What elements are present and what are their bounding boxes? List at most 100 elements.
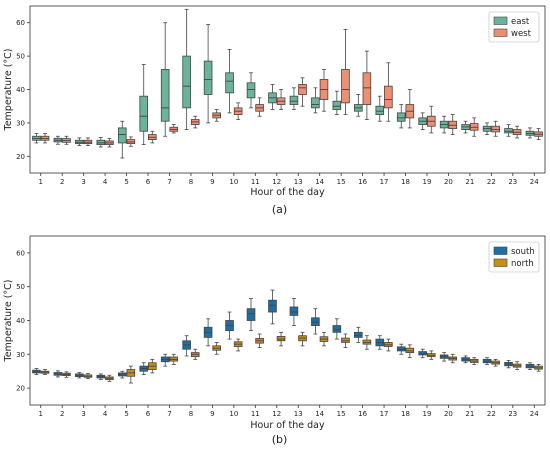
box-north-18 xyxy=(405,344,415,359)
x-tick-label: 20 xyxy=(444,178,453,186)
y-tick-label: 50 xyxy=(16,283,25,291)
y-tick-label: 40 xyxy=(16,86,25,94)
legend-label: west xyxy=(511,29,532,39)
box-east-3 xyxy=(75,137,84,147)
x-tick-label: 18 xyxy=(401,178,410,186)
x-tick-label: 21 xyxy=(465,178,474,186)
x-tick-label: 24 xyxy=(530,178,539,186)
x-tick-label: 23 xyxy=(508,178,517,186)
y-tick-label: 20 xyxy=(16,385,25,393)
x-tick-label: 4 xyxy=(103,410,108,418)
box-east-9 xyxy=(203,23,213,124)
x-tick-label: 8 xyxy=(189,410,193,418)
box-body xyxy=(246,82,256,99)
y-axis-title: Temperature (°C) xyxy=(3,49,14,132)
x-tick-label: 3 xyxy=(81,178,85,186)
box-body xyxy=(276,335,286,342)
legend-label: south xyxy=(511,247,535,257)
box-west-22 xyxy=(491,120,500,137)
box-west-18 xyxy=(405,89,415,129)
x-tick-label: 24 xyxy=(530,410,539,418)
box-south-12 xyxy=(268,289,277,325)
box-north-4 xyxy=(105,374,114,382)
box-body xyxy=(341,69,350,104)
box-west-19 xyxy=(426,105,436,134)
box-south-15 xyxy=(332,318,342,340)
box-south-23 xyxy=(504,359,513,369)
box-west-1 xyxy=(40,133,50,144)
box-south-7 xyxy=(160,353,170,367)
box-body xyxy=(384,85,393,109)
x-tick-label: 2 xyxy=(60,410,64,418)
box-north-16 xyxy=(362,335,372,350)
box-body xyxy=(341,337,350,343)
box-north-20 xyxy=(448,353,458,364)
box-east-20 xyxy=(439,115,449,134)
x-tick-label: 21 xyxy=(465,410,474,418)
y-tick-label: 50 xyxy=(16,53,25,61)
box-body xyxy=(396,112,406,122)
box-south-17 xyxy=(375,335,385,350)
box-body xyxy=(311,97,320,109)
box-east-4 xyxy=(96,137,106,148)
box-north-19 xyxy=(426,350,436,360)
box-north-2 xyxy=(62,371,71,378)
x-tick-label: 16 xyxy=(358,178,367,186)
box-south-16 xyxy=(354,326,363,343)
box-north-24 xyxy=(534,364,543,372)
box-body xyxy=(332,100,342,110)
x-tick-label: 13 xyxy=(294,410,303,418)
box-east-1 xyxy=(32,133,41,144)
box-south-14 xyxy=(311,308,320,335)
box-east-23 xyxy=(504,124,513,137)
box-south-3 xyxy=(75,372,84,379)
box-west-7 xyxy=(169,124,179,134)
box-east-11 xyxy=(246,72,256,109)
box-west-5 xyxy=(126,136,136,147)
box-west-24 xyxy=(534,128,543,141)
x-tick-label: 1 xyxy=(38,178,42,186)
x-tick-label: 7 xyxy=(167,410,171,418)
box-body xyxy=(311,317,320,326)
box-body xyxy=(298,84,307,95)
box-north-8 xyxy=(190,348,200,360)
x-tick-label: 11 xyxy=(251,178,260,186)
box-south-1 xyxy=(32,368,41,375)
x-tick-label: 10 xyxy=(229,178,238,186)
x-tick-label: 7 xyxy=(167,178,171,186)
x-tick-label: 17 xyxy=(380,410,389,418)
box-north-22 xyxy=(491,358,500,367)
box-west-17 xyxy=(384,62,393,122)
box-south-4 xyxy=(96,373,106,381)
box-body xyxy=(117,127,127,144)
box-north-17 xyxy=(384,338,393,352)
box-body xyxy=(225,72,234,94)
box-north-9 xyxy=(212,342,221,355)
x-tick-label: 6 xyxy=(146,178,151,186)
box-body xyxy=(405,347,415,354)
box-south-8 xyxy=(182,335,191,357)
x-tick-label: 2 xyxy=(60,178,64,186)
x-tick-label: 19 xyxy=(423,178,432,186)
box-south-2 xyxy=(53,370,63,378)
box-east-14 xyxy=(311,87,320,114)
x-tick-label: 15 xyxy=(337,178,346,186)
box-north-6 xyxy=(148,358,157,374)
box-south-24 xyxy=(525,362,535,370)
x-tick-label: 15 xyxy=(337,410,346,418)
y-axis-title: Temperature (°C) xyxy=(3,280,14,363)
box-body xyxy=(139,95,149,132)
x-axis-title: Hour of the day xyxy=(250,187,325,198)
y-tick-label: 30 xyxy=(16,351,25,359)
x-tick-label: 9 xyxy=(210,178,214,186)
box-body xyxy=(354,331,363,338)
box-west-15 xyxy=(341,28,350,115)
box-east-15 xyxy=(332,90,342,115)
box-east-2 xyxy=(53,135,63,145)
box-body xyxy=(375,105,385,115)
box-north-7 xyxy=(169,353,179,365)
y-tick-label: 40 xyxy=(16,317,25,325)
